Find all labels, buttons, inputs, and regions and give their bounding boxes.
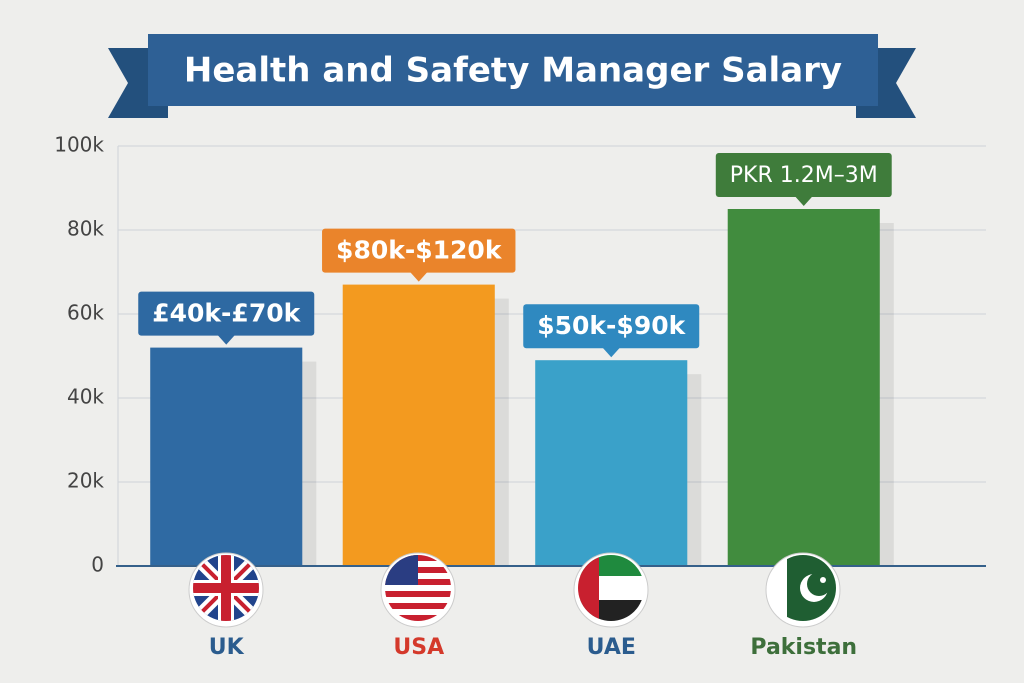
annotation-box — [523, 304, 700, 349]
chart-title: Health and Safety Manager Salary — [184, 51, 842, 91]
annotation-pointer — [217, 334, 236, 345]
x-tick-label: USA — [393, 635, 444, 660]
annotation-label: $80k-$120k — [336, 236, 503, 265]
bar — [535, 360, 688, 566]
x-tick-label: UK — [209, 635, 245, 660]
y-tick-label: 60k — [67, 301, 104, 325]
bar — [727, 209, 880, 566]
annotation: PKR 1.2M–3M — [715, 153, 892, 206]
annotation-box — [138, 291, 315, 336]
annotation: $80k-$120k — [322, 228, 516, 282]
annotation-box — [715, 153, 892, 197]
y-tick-label: 100k — [54, 133, 104, 157]
y-tick-label: 20k — [67, 469, 104, 493]
annotation-label: $50k-$90k — [537, 311, 686, 340]
x-tick-label: UAE — [587, 635, 636, 660]
annotation-pointer — [794, 196, 813, 206]
annotation-label: PKR 1.2M–3M — [730, 163, 878, 188]
y-tick-label: 40k — [67, 385, 104, 409]
annotation-pointer — [409, 271, 428, 282]
x-tick-label: Pakistan — [750, 635, 857, 660]
annotation-label: £40k-£70k — [152, 299, 301, 328]
annotation-pointer — [602, 347, 621, 358]
annotation: $50k-$90k — [523, 304, 700, 358]
title-banner — [108, 34, 916, 118]
annotation: £40k-£70k — [138, 291, 315, 345]
bar — [342, 284, 495, 566]
flags — [188, 552, 841, 628]
annotation-box — [322, 228, 516, 273]
bar — [150, 347, 303, 566]
bars: £40k-£70k $80k-$120k $50k-$90k PKR 1.2M–3M — [138, 153, 894, 566]
y-tick-label: 0 — [91, 553, 104, 577]
y-tick-label: 80k — [67, 217, 104, 241]
